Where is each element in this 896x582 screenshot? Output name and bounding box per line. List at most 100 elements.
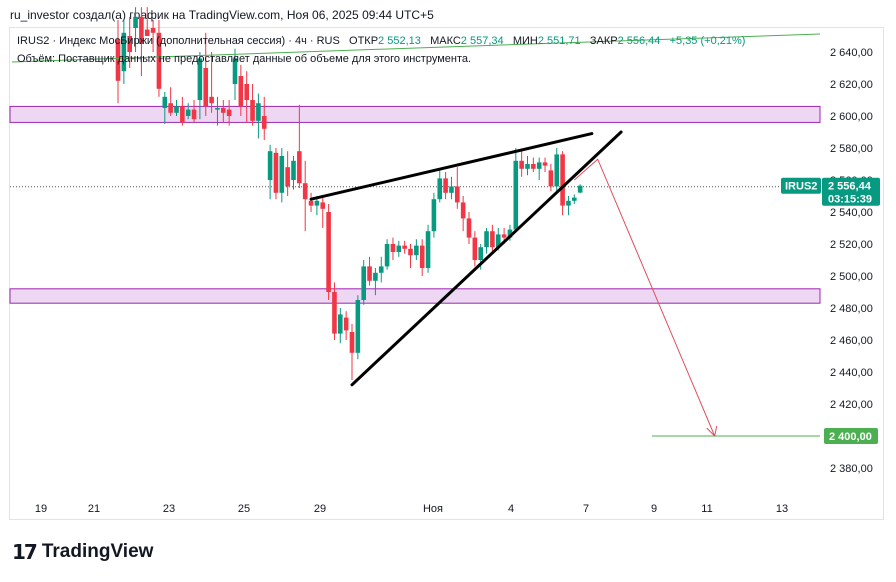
candle-body [466, 218, 472, 238]
symbol-tag-label: IRUS2 [785, 181, 817, 193]
candle-body [221, 108, 226, 113]
candle-body [396, 245, 402, 252]
y-tick-label: 2 420,00 [830, 399, 873, 411]
x-tick-label: 29 [314, 503, 326, 515]
candle-body [332, 292, 337, 334]
candle-body [507, 229, 513, 238]
candle-body [349, 332, 355, 353]
trend-line-top [11, 33, 821, 63]
tradingview-logo[interactable]: 17 TradingView [12, 540, 153, 564]
candle-body [367, 266, 372, 281]
candle-body [390, 244, 396, 252]
candle-body [250, 100, 255, 121]
candle-body [326, 212, 331, 292]
x-tick-label: 11 [701, 503, 712, 515]
time-axis: 19 21 23 25 29 Ноя 4 7 9 11 13 [35, 503, 788, 515]
x-tick-label: 19 [35, 503, 47, 515]
countdown-value: 03:15:39 [828, 194, 872, 206]
candle-body [414, 245, 419, 256]
candle-body [291, 160, 296, 180]
tradingview-logo-icon: 17 [12, 540, 38, 564]
candle-body [560, 154, 565, 206]
candle-body [261, 116, 267, 129]
candle-body [238, 76, 244, 107]
candle-body [338, 314, 343, 334]
resistance-zone-1 [9, 105, 821, 123]
x-tick-label: 4 [508, 503, 514, 515]
candle-body [554, 154, 560, 187]
symbol-legend: IRUS2 · Индекс МосБиржи (дополнительная … [17, 35, 745, 47]
x-tick-label: Ноя [423, 503, 443, 515]
candle-body [384, 244, 390, 267]
y-tick-label: 2 580,00 [830, 143, 873, 155]
legend-title: IRUS2 · Индекс МосБиржи (дополнительная … [17, 35, 340, 47]
x-tick-label: 25 [238, 503, 250, 515]
candle-body [256, 103, 261, 121]
candle-body [215, 108, 220, 110]
projection-arrow-head [706, 425, 718, 438]
candle-body [308, 200, 314, 206]
y-tick-label: 2 460,00 [830, 335, 873, 347]
y-tick-label: 2 620,00 [830, 79, 873, 91]
candle-body [185, 109, 191, 116]
candle-body [355, 300, 361, 353]
candle-body [361, 266, 366, 300]
candle-body [577, 185, 583, 193]
candle-body [572, 197, 577, 201]
candle-body [174, 106, 179, 113]
x-tick-label: 23 [163, 503, 175, 515]
candle-body [431, 199, 437, 232]
candle-body [302, 183, 308, 200]
candle-body [297, 151, 302, 184]
open-label: ОТКР [349, 35, 379, 47]
volume-note: Объём: Поставщик данных не предоставляет… [17, 53, 472, 65]
candle-body [437, 178, 443, 200]
candle-body [279, 156, 285, 193]
candle-body [425, 231, 431, 268]
y-tick-label: 2 640,00 [830, 47, 873, 59]
low-label: МИН [512, 35, 538, 47]
candle-body [285, 167, 290, 187]
candle-body [156, 32, 162, 89]
candle-body [139, 16, 144, 44]
candle-body [484, 231, 489, 248]
candle-body [460, 202, 466, 219]
candle-body [191, 109, 197, 120]
resistance-zone-2 [9, 288, 821, 304]
price-axis: 2 640,002 620,002 600,002 580,002 560,00… [781, 47, 880, 475]
candle-body [209, 96, 214, 104]
chart-caption: ru_investor создал(а) график на TradingV… [10, 8, 434, 22]
wedge-lower-line [350, 130, 623, 387]
candle-body [408, 248, 413, 256]
symbol-tag [781, 177, 821, 194]
candle-body [443, 178, 448, 193]
candle-body [133, 16, 138, 28]
candle-body [197, 58, 203, 100]
candle-body [226, 109, 232, 116]
last-price-box [822, 177, 880, 206]
candle-body [144, 29, 150, 36]
candle-body [542, 162, 548, 166]
resistance-zones [9, 105, 821, 304]
candle-body [378, 266, 384, 273]
candle-body [519, 160, 524, 169]
high-label: МАКС [430, 35, 461, 47]
candle-body [472, 237, 478, 260]
chart-frame [9, 27, 884, 520]
x-tick-label: 7 [583, 503, 589, 515]
close-label: ЗАКР [589, 35, 618, 47]
candle-body [495, 234, 501, 248]
candle-body [180, 106, 185, 123]
y-tick-label: 2 440,00 [830, 367, 873, 379]
candles [115, 7, 583, 380]
candle-body [343, 317, 349, 331]
candle-body [373, 272, 378, 281]
candle-body [115, 39, 121, 81]
x-tick-label: 13 [776, 503, 788, 515]
candle-body [478, 247, 483, 260]
candle-body [203, 68, 209, 107]
y-tick-label: 2 540,00 [830, 207, 873, 219]
candle-body [525, 164, 530, 169]
candle-body [531, 164, 536, 169]
